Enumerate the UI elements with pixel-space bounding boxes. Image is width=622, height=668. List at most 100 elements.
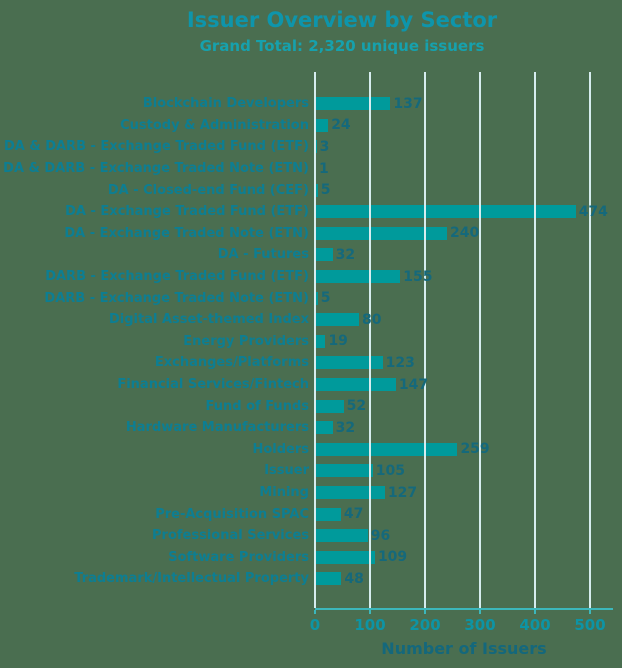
value-label: 32: [335, 246, 356, 263]
bar-row: Digital Asset-themed Index 80: [0, 309, 622, 331]
bar: [315, 313, 359, 327]
bar: [315, 399, 344, 413]
bar-row: Energy Providers 19: [0, 331, 622, 353]
bar: [315, 248, 333, 262]
x-tick-mark: [314, 610, 316, 614]
bar-row: Software Providers 109: [0, 547, 622, 569]
bar-row: Financial Services/Fintech 147: [0, 374, 622, 396]
bar: [315, 183, 318, 197]
x-tick-mark: [424, 610, 426, 614]
bar: [315, 334, 326, 348]
category-label: Financial Services/Fintech: [117, 377, 309, 393]
category-label: Software Providers: [168, 549, 309, 565]
x-tick-mark: [589, 610, 591, 614]
value-label: 127: [387, 484, 418, 501]
bar-row: DARB - Exchange Traded Fund (ETF) 155: [0, 266, 622, 288]
value-label: 240: [450, 225, 480, 242]
x-tick-label: 400: [519, 616, 551, 634]
category-label: Trademark/Intellectual Property: [74, 571, 309, 587]
bar: [315, 572, 342, 586]
x-tick-label: 500: [574, 616, 606, 634]
bar-row: Custody & Administration 24: [0, 115, 622, 137]
category-label: Digital Asset-themed Index: [108, 312, 309, 328]
bar-row: DA & DARB - Exchange Traded Fund (ETF) 3: [0, 136, 622, 158]
category-label: Exchanges/Platforms: [154, 355, 309, 371]
category-label: Custody & Administration: [120, 117, 309, 133]
value-label: 24: [331, 117, 351, 134]
x-tick-label: 0: [309, 616, 321, 634]
bar-row: DA - Futures 32: [0, 244, 622, 266]
bar: [315, 507, 341, 521]
bar-row: DA - Exchange Traded Note (ETN) 240: [0, 223, 622, 245]
bar: [315, 270, 401, 284]
x-tick-mark: [369, 610, 371, 614]
category-label: Blockchain Developers: [142, 96, 309, 112]
bars-layer: Blockchain Developers 137 Custody & Admini…: [0, 72, 622, 608]
bar-row: Pre-Acquisition SPAC 47: [0, 503, 622, 525]
category-label: Pre-Acquisition SPAC: [155, 506, 309, 522]
x-axis-label: Number of Issuers: [381, 639, 547, 658]
bar-row: Trademark/Intellectual Property 48: [0, 568, 622, 590]
chart-title: Issuer Overview by Sector: [186, 8, 498, 32]
value-label: 147: [398, 376, 429, 393]
category-label: Professional Services: [152, 528, 309, 544]
bar: [315, 378, 396, 392]
value-label: 48: [344, 570, 364, 587]
x-axis-line: [315, 608, 613, 610]
bar-row: DA & DARB - Exchange Traded Note (ETN) 1: [0, 158, 622, 180]
category-label: DA - Closed-end Fund (CEF): [107, 182, 309, 198]
bar: [315, 162, 316, 176]
value-label: 137: [393, 95, 423, 112]
category-label: DA & DARB - Exchange Traded Note (ETN): [3, 161, 309, 177]
value-label: 96: [370, 527, 391, 544]
bar: [315, 464, 373, 478]
bar: [315, 421, 333, 435]
bar-row: DA - Closed-end Fund (CEF) 5: [0, 179, 622, 201]
value-label: 5: [320, 182, 331, 199]
bar: [315, 529, 368, 543]
category-label: DA - Futures: [217, 247, 309, 263]
bar: [315, 291, 318, 305]
category-label: DA & DARB - Exchange Traded Fund (ETF): [3, 139, 309, 155]
category-label: DA - Exchange Traded Note (ETN): [64, 225, 309, 241]
bar-row: Issuer 105: [0, 460, 622, 482]
category-label: Issuer: [264, 463, 309, 479]
bar-row: Hardware Manufacturers 32: [0, 417, 622, 439]
bar: [315, 140, 317, 154]
chart-subtitle: Grand Total: 2,320 unique issuers: [199, 37, 485, 55]
value-label: 1: [319, 160, 329, 177]
value-label: 32: [335, 419, 356, 436]
value-label: 155: [403, 268, 433, 285]
bar: [315, 205, 576, 219]
value-label: 52: [346, 398, 367, 415]
category-label: Fund of Funds: [205, 398, 309, 414]
bar: [315, 97, 391, 111]
bar-row: Professional Services 96: [0, 525, 622, 547]
value-label: 47: [343, 506, 364, 523]
bar-row: Mining 127: [0, 482, 622, 504]
category-label: Energy Providers: [183, 333, 309, 349]
x-tick-mark: [479, 610, 481, 614]
bar-row: DA - Exchange Traded Fund (ETF) 474: [0, 201, 622, 223]
category-label: Holders: [252, 441, 309, 457]
x-tick-mark: [534, 610, 536, 614]
bar: [315, 118, 329, 132]
x-tick-label: 200: [409, 616, 441, 634]
category-label: DARB - Exchange Traded Fund (ETF): [45, 269, 309, 285]
bar-row: Holders 259: [0, 439, 622, 461]
value-label: 259: [460, 441, 490, 458]
value-label: 109: [377, 549, 408, 566]
bar: [315, 442, 458, 456]
category-label: Hardware Manufacturers: [125, 420, 309, 436]
value-label: 19: [328, 333, 348, 350]
x-tick-label: 300: [464, 616, 496, 634]
value-label: 105: [375, 462, 405, 479]
bar: [315, 226, 447, 240]
x-tick-label: 100: [354, 616, 386, 634]
bar: [315, 356, 383, 370]
value-label: 474: [578, 203, 608, 220]
bar-row: Exchanges/Platforms 123: [0, 352, 622, 374]
bar-row: Fund of Funds 52: [0, 395, 622, 417]
category-label: DA - Exchange Traded Fund (ETF): [65, 204, 309, 220]
